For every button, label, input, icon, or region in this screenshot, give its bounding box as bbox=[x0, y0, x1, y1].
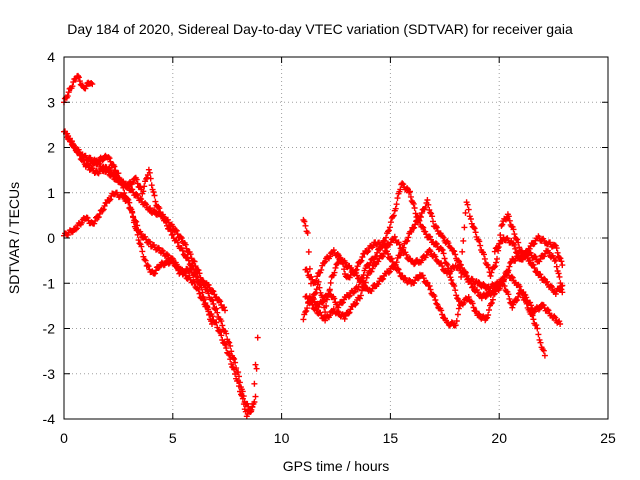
x-tick-label: 25 bbox=[600, 430, 616, 446]
x-tick-label: 10 bbox=[274, 430, 290, 446]
data-points bbox=[61, 72, 566, 420]
y-tick-label: 3 bbox=[47, 94, 55, 110]
x-tick-labels: 0 5 10 15 20 25 bbox=[60, 430, 616, 446]
y-tick-label: 4 bbox=[47, 49, 55, 65]
axis-ticks bbox=[63, 56, 609, 420]
series-markers bbox=[61, 128, 261, 415]
x-tick-label: 5 bbox=[169, 430, 177, 446]
y-tick-label: -1 bbox=[43, 275, 56, 291]
y-tick-label: -4 bbox=[43, 411, 56, 427]
y-tick-labels: 4 3 2 1 0 -1 -2 -3 -4 bbox=[43, 49, 56, 427]
grid-lines bbox=[64, 57, 608, 419]
series-markers bbox=[61, 72, 96, 106]
series-markers bbox=[63, 130, 215, 327]
series-markers bbox=[302, 197, 564, 327]
y-tick-label: -3 bbox=[43, 366, 56, 382]
x-axis-label: GPS time / hours bbox=[283, 458, 390, 474]
y-tick-label: 0 bbox=[47, 230, 55, 246]
series-markers bbox=[491, 233, 566, 269]
chart-title: Day 184 of 2020, Sidereal Day-to-day VTE… bbox=[67, 21, 573, 37]
series-markers bbox=[300, 180, 548, 359]
x-tick-label: 0 bbox=[60, 430, 68, 446]
x-tick-label: 15 bbox=[383, 430, 399, 446]
x-tick-label: 20 bbox=[491, 430, 507, 446]
y-axis-label: SDTVAR / TECUs bbox=[6, 182, 22, 294]
y-tick-label: 2 bbox=[47, 140, 55, 156]
y-tick-label: -2 bbox=[43, 321, 56, 337]
series-markers bbox=[82, 152, 259, 420]
y-tick-label: 1 bbox=[47, 185, 55, 201]
series-markers bbox=[302, 199, 566, 329]
